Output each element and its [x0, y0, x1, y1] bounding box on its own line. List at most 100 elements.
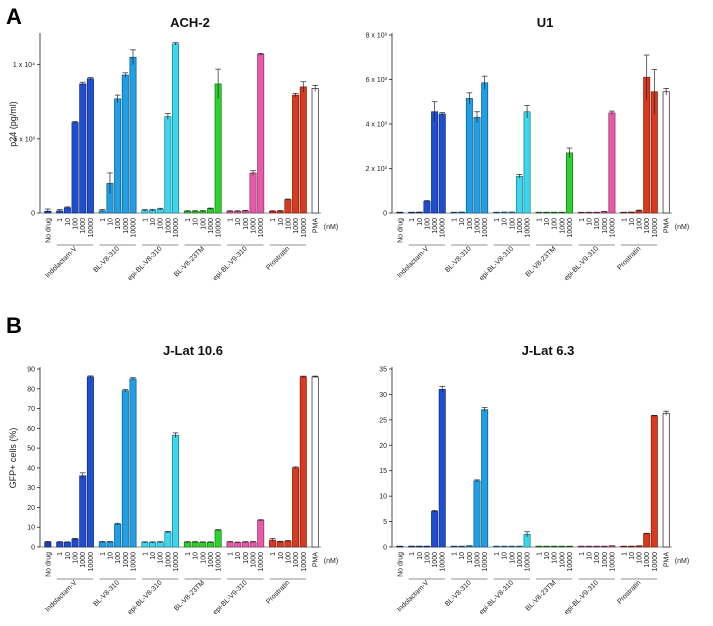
bar: [79, 83, 87, 214]
category-label: 100: [115, 218, 122, 230]
bar: [129, 56, 137, 214]
bar: [86, 78, 94, 214]
category-label: 10: [65, 218, 72, 226]
bar: [226, 541, 234, 548]
bar: [249, 541, 257, 548]
bar: [431, 511, 439, 548]
y-tick-label: 20: [27, 505, 35, 512]
category-label: 10: [278, 552, 285, 560]
category-label: 1000: [251, 218, 258, 234]
panel-letter-a: A: [6, 4, 22, 29]
bar: [79, 475, 87, 548]
group-label: epi-BL-V9-310: [212, 245, 249, 282]
bar: [299, 376, 307, 548]
bar: [473, 116, 481, 214]
category-label: 1000: [475, 552, 482, 568]
group-label: BL-V8-23TM: [525, 245, 558, 278]
group-label: BL-V8-310: [444, 245, 473, 274]
y-tick-label: 30: [379, 392, 387, 399]
category-label: 10: [459, 218, 466, 226]
unit-label: (nM): [675, 558, 689, 565]
bar: [257, 519, 265, 548]
bar: [63, 542, 71, 548]
category-label: 10: [417, 552, 424, 560]
y-tick-label: 0: [383, 545, 387, 552]
category-label: 1000: [123, 218, 130, 234]
category-label: PMA: [664, 218, 671, 234]
category-label: 10000: [567, 218, 574, 238]
y-tick-label: 60: [27, 426, 35, 433]
bar: [56, 541, 64, 548]
category-label: 1000: [602, 218, 609, 234]
category-label: 10: [193, 552, 200, 560]
category-label: 100: [594, 218, 601, 230]
category-label: 1: [228, 552, 235, 556]
y-tick-label: 6 x 10³: [366, 77, 388, 84]
y-tick-label: 10: [379, 494, 387, 501]
category-label: 10000: [652, 218, 659, 238]
bar: [662, 91, 670, 214]
bar: [129, 378, 137, 548]
y-axis-label: GFP+ cells (%): [8, 428, 18, 489]
group-label: epi-BL-V8-310: [478, 579, 515, 616]
bar: [241, 541, 249, 548]
category-label: 10000: [88, 552, 95, 572]
category-label: 1: [579, 218, 586, 222]
bar: [431, 111, 439, 214]
category-label: 1: [452, 552, 459, 556]
category-label: 1000: [517, 552, 524, 568]
bar: [515, 175, 523, 214]
y-tick-label: 5 x 10³: [14, 136, 36, 143]
category-label: 1: [228, 218, 235, 222]
y-tick-label: 1 x 10⁴: [13, 62, 35, 69]
unit-label: (nM): [324, 558, 338, 565]
bar: [106, 541, 114, 548]
category-label: 1: [270, 218, 277, 222]
bar: [114, 98, 122, 214]
group-label: BL-V8-23TM: [173, 579, 206, 612]
category-label: 10000: [130, 218, 137, 238]
category-label: 100: [637, 218, 644, 230]
y-tick-label: 80: [27, 386, 35, 393]
category-label: 1: [536, 552, 543, 556]
category-label: 10: [586, 218, 593, 226]
group-label: Prostratin: [265, 245, 291, 271]
bar: [465, 98, 473, 214]
chart-jlat-10-6: J-Lat 10.6 GFP+ cells (%) 0 10 20 30 40 50 60 70 8…: [8, 343, 338, 616]
group-label: Indolactam-V: [44, 245, 78, 279]
category-label: 100: [158, 218, 165, 230]
category-label: 1: [270, 552, 277, 556]
category-label: 10: [278, 218, 285, 226]
category-label: 10: [150, 552, 157, 560]
bar: [523, 111, 531, 214]
category-label: 10: [235, 218, 242, 226]
category-label: 100: [552, 218, 559, 230]
y-tick-label: 70: [27, 406, 35, 413]
category-label: 10000: [130, 552, 137, 572]
category-label: 10: [586, 552, 593, 560]
y-tick-label: 10: [27, 525, 35, 532]
group-label: epi-BL-V9-310: [563, 245, 600, 282]
bar: [292, 467, 300, 548]
bar: [191, 541, 199, 548]
category-label: 1000: [475, 218, 482, 234]
category-label: 10: [502, 218, 509, 226]
group-label: BL-V8-310: [92, 579, 121, 608]
category-label: 1000: [293, 552, 300, 568]
group-label: Prostratin: [265, 579, 291, 605]
category-label: 10000: [173, 552, 180, 572]
category-label: 1000: [602, 552, 609, 568]
category-label: 10: [629, 218, 636, 226]
category-label: 1: [494, 218, 501, 222]
category-label: 10000: [301, 218, 308, 238]
bar: [164, 531, 172, 548]
category-label: 1000: [123, 552, 130, 568]
chart-title: U1: [537, 15, 554, 30]
y-tick-label: 50: [27, 446, 35, 453]
category-label: 100: [467, 218, 474, 230]
bar: [473, 480, 481, 548]
category-label: 1: [621, 218, 628, 222]
bar: [98, 541, 106, 548]
